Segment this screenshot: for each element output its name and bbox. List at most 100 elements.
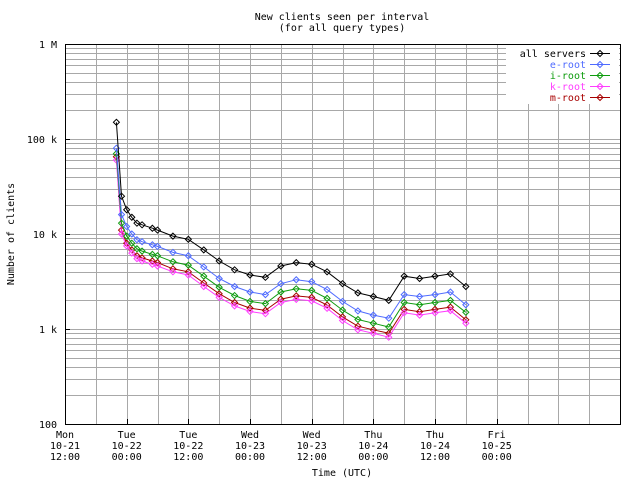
data-point bbox=[446, 270, 455, 278]
data-point bbox=[261, 273, 270, 282]
data-point bbox=[215, 274, 223, 283]
x-tick-label: Wed 10-23 00:00 bbox=[235, 430, 265, 463]
data-point bbox=[246, 288, 254, 296]
data-point bbox=[415, 301, 424, 309]
axis-ticks: 100 1 k 10 k 100 k 1 M Mon 10-21 12:00 Tue 10-22 0… bbox=[27, 40, 512, 463]
data-point bbox=[133, 254, 141, 263]
data-point bbox=[400, 272, 408, 280]
data-point bbox=[230, 291, 239, 300]
data-point bbox=[292, 295, 300, 304]
data-point bbox=[323, 285, 331, 294]
data-point bbox=[122, 222, 131, 231]
data-point bbox=[354, 315, 362, 324]
data-point bbox=[354, 289, 362, 297]
data-point bbox=[117, 230, 126, 238]
data-point bbox=[122, 232, 131, 240]
series-all-servers bbox=[112, 118, 470, 305]
data-point bbox=[292, 258, 300, 267]
data-point bbox=[138, 237, 146, 246]
legend-marker bbox=[596, 49, 604, 58]
data-point bbox=[184, 252, 193, 260]
data-point bbox=[117, 210, 126, 219]
y-axis-label: Number of clients bbox=[6, 183, 17, 285]
data-point bbox=[431, 290, 439, 299]
data-point bbox=[133, 236, 141, 244]
x-axis-label: Time (UTC) bbox=[312, 468, 372, 479]
data-point bbox=[462, 282, 470, 291]
data-point bbox=[153, 226, 162, 234]
data-point bbox=[277, 298, 285, 307]
y-tick-label: 1 M bbox=[39, 40, 57, 51]
legend-label: i-root bbox=[550, 71, 586, 82]
y-tick-label: 100 k bbox=[27, 135, 57, 146]
data-point bbox=[261, 309, 270, 318]
series-line bbox=[115, 153, 467, 328]
data-point bbox=[415, 311, 424, 319]
data-point bbox=[385, 296, 393, 305]
series-line bbox=[115, 148, 467, 319]
data-point bbox=[112, 156, 121, 164]
data-point bbox=[369, 311, 378, 319]
data-point bbox=[184, 271, 193, 279]
legend-label: k-root bbox=[550, 82, 586, 93]
data-point bbox=[354, 307, 362, 315]
x-tick-label: Tue 10-22 12:00 bbox=[173, 430, 203, 463]
legend-marker bbox=[596, 71, 604, 80]
data-point bbox=[400, 290, 408, 299]
data-point bbox=[169, 258, 177, 266]
data-point bbox=[446, 303, 455, 311]
data-point bbox=[138, 247, 146, 255]
y-tick-label: 10 k bbox=[33, 230, 57, 241]
series-group bbox=[112, 118, 470, 341]
data-point bbox=[400, 298, 408, 307]
data-point bbox=[122, 242, 131, 250]
data-point bbox=[369, 329, 378, 338]
data-point bbox=[138, 257, 146, 265]
data-point bbox=[117, 192, 126, 200]
data-point bbox=[200, 282, 208, 291]
chart-title: New clients seen per interval bbox=[255, 12, 430, 23]
data-point bbox=[385, 333, 393, 341]
legend-marker bbox=[596, 60, 604, 69]
data-point bbox=[462, 319, 470, 327]
data-point bbox=[446, 296, 455, 305]
data-point bbox=[415, 274, 424, 283]
data-point bbox=[128, 239, 136, 247]
legend-label: all servers bbox=[520, 49, 586, 60]
data-point bbox=[323, 294, 331, 303]
data-point bbox=[431, 309, 439, 317]
data-point bbox=[292, 285, 300, 293]
data-point bbox=[277, 262, 285, 270]
data-point bbox=[230, 302, 239, 310]
data-point bbox=[431, 298, 439, 307]
data-point bbox=[354, 322, 362, 330]
data-point bbox=[128, 230, 136, 238]
y-tick-label: 100 bbox=[39, 420, 57, 431]
data-point bbox=[200, 263, 208, 271]
data-point bbox=[153, 242, 162, 251]
data-point bbox=[215, 290, 223, 298]
data-point bbox=[246, 271, 254, 279]
x-tick-label: Thu 10-24 12:00 bbox=[420, 430, 450, 463]
data-point bbox=[307, 277, 316, 286]
data-point bbox=[169, 248, 177, 257]
series-line bbox=[115, 122, 467, 301]
x-tick-label: Fri 10-25 00:00 bbox=[482, 430, 512, 463]
data-point bbox=[117, 219, 126, 227]
data-point bbox=[153, 252, 162, 260]
data-point bbox=[148, 241, 157, 249]
data-point bbox=[369, 319, 378, 327]
series-line bbox=[115, 160, 467, 338]
data-point bbox=[307, 260, 316, 268]
data-point bbox=[277, 279, 285, 288]
x-tick-label: Tue 10-22 00:00 bbox=[112, 430, 142, 463]
data-point bbox=[184, 235, 193, 243]
data-point bbox=[338, 279, 347, 288]
data-point bbox=[323, 304, 331, 313]
data-point bbox=[246, 297, 254, 306]
data-point bbox=[215, 283, 223, 291]
series-line bbox=[115, 156, 467, 334]
series-k-root bbox=[112, 156, 470, 341]
data-point bbox=[200, 272, 208, 280]
